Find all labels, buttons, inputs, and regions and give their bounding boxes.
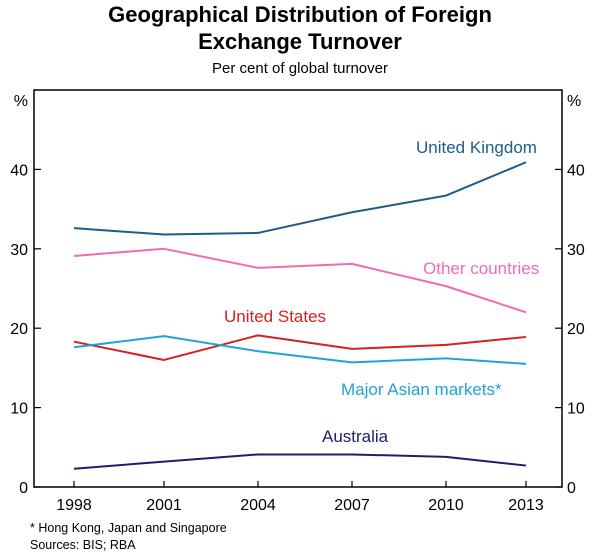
- series-line-major-asian-markets: [73, 335, 527, 365]
- series-line-australia: [73, 453, 527, 470]
- y-tick-label-right: 40: [567, 162, 585, 179]
- y-tick-label-left: 40: [10, 162, 28, 179]
- x-tick-label: 2004: [240, 497, 276, 514]
- series-line-united-kingdom: [73, 161, 527, 236]
- x-tick-label: 2013: [508, 497, 544, 514]
- y-tick-label-left: 0: [19, 480, 28, 497]
- y-axis-unit-left: %: [14, 93, 28, 110]
- chart-title-line1: Geographical Distribution of Foreign: [108, 2, 492, 27]
- series-label-united-states: United States: [224, 307, 326, 326]
- y-tick-label-left: 20: [10, 321, 28, 338]
- series-line-other-countries: [73, 247, 527, 314]
- x-tick-label: 1998: [56, 497, 92, 514]
- series-label-united-kingdom: United Kingdom: [416, 138, 537, 157]
- y-axis-unit-right: %: [567, 93, 581, 110]
- y-tick-label-left: 30: [10, 242, 28, 259]
- series-label-other-countries: Other countries: [423, 259, 539, 278]
- y-tick-label-right: 0: [567, 480, 576, 497]
- series-label-major-asian-markets: Major Asian markets*: [341, 380, 502, 399]
- y-tick-label-right: 30: [567, 242, 585, 259]
- series-label-australia: Australia: [322, 427, 389, 446]
- y-tick-label-left: 10: [10, 401, 28, 418]
- y-tick-label-right: 10: [567, 401, 585, 418]
- x-tick-label: 2010: [428, 497, 464, 514]
- x-tick-label: 2001: [146, 497, 182, 514]
- x-tick-label: 2007: [334, 497, 370, 514]
- series-line-united-states: [73, 334, 527, 361]
- y-tick-label-right: 20: [567, 321, 585, 338]
- sources-note: Sources: BIS; RBA: [30, 538, 136, 552]
- footnote: * Hong Kong, Japan and Singapore: [30, 521, 227, 535]
- chart-subtitle: Per cent of global turnover: [212, 60, 388, 77]
- chart-title-line2: Exchange Turnover: [198, 29, 402, 54]
- plot-frame: [33, 89, 563, 488]
